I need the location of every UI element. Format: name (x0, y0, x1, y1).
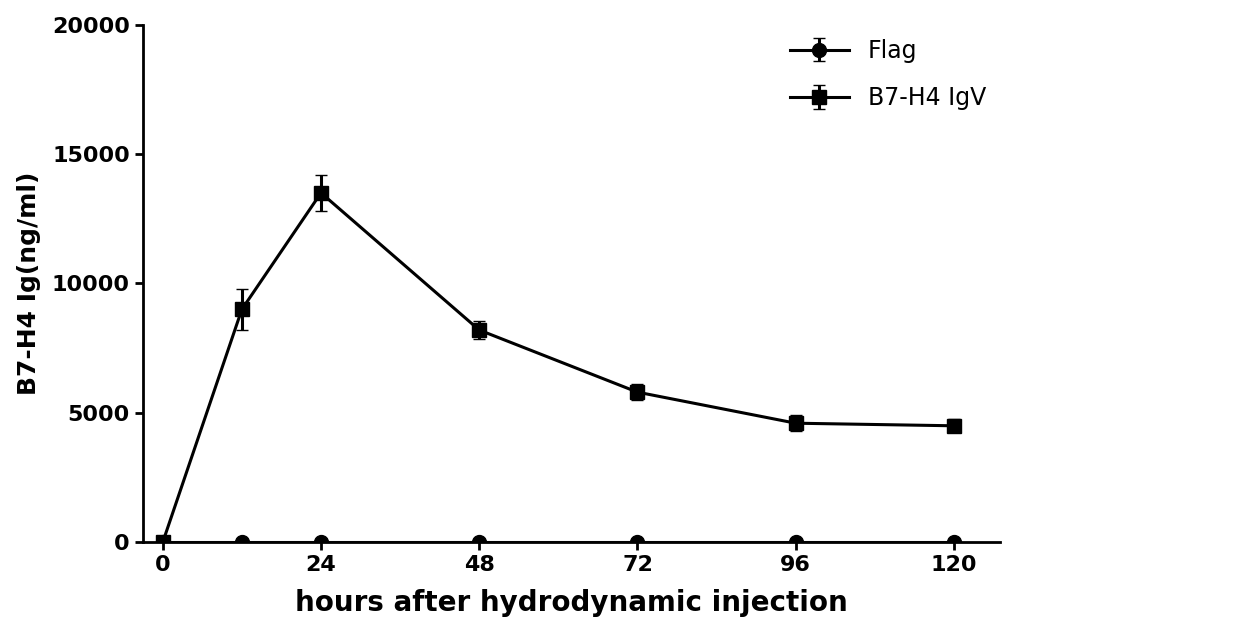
Legend: Flag, B7-H4 IgV: Flag, B7-H4 IgV (780, 29, 996, 120)
Y-axis label: B7-H4 Ig(ng/ml): B7-H4 Ig(ng/ml) (16, 172, 41, 395)
X-axis label: hours after hydrodynamic injection: hours after hydrodynamic injection (295, 590, 848, 618)
